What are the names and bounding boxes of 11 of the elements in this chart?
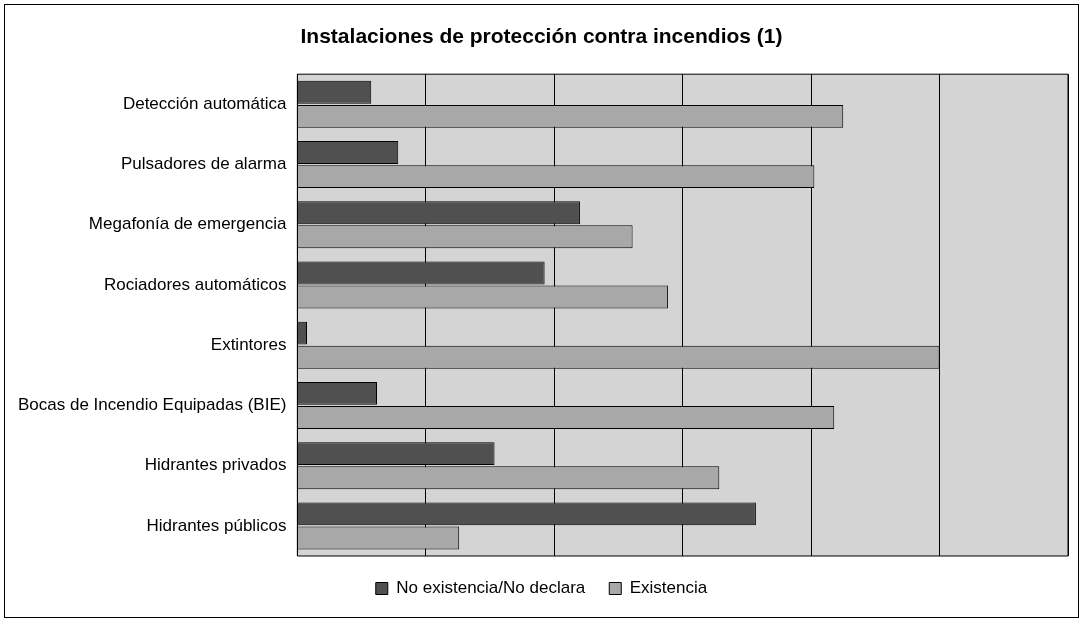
y-tick-label: Pulsadores de alarma (121, 154, 287, 174)
legend-label: Existencia (629, 578, 708, 598)
y-tick-label: Extintores (210, 334, 287, 354)
chart-title: Instalaciones de protección contra incendios (1) (300, 24, 783, 48)
y-tick-label: Detección automática (122, 94, 287, 113)
y-tick-label: Rociadores automáticos (104, 274, 287, 294)
y-tick-label: Hidrantes privados (144, 455, 287, 475)
y-tick-label: Megafonía de emergencia (88, 214, 287, 234)
y-tick-label: Bocas de Incendio Equipadas (BIE) (18, 395, 287, 415)
legend-label: No existencia/No declara (396, 578, 586, 598)
y-tick-label: Hidrantes públicos (146, 515, 287, 535)
